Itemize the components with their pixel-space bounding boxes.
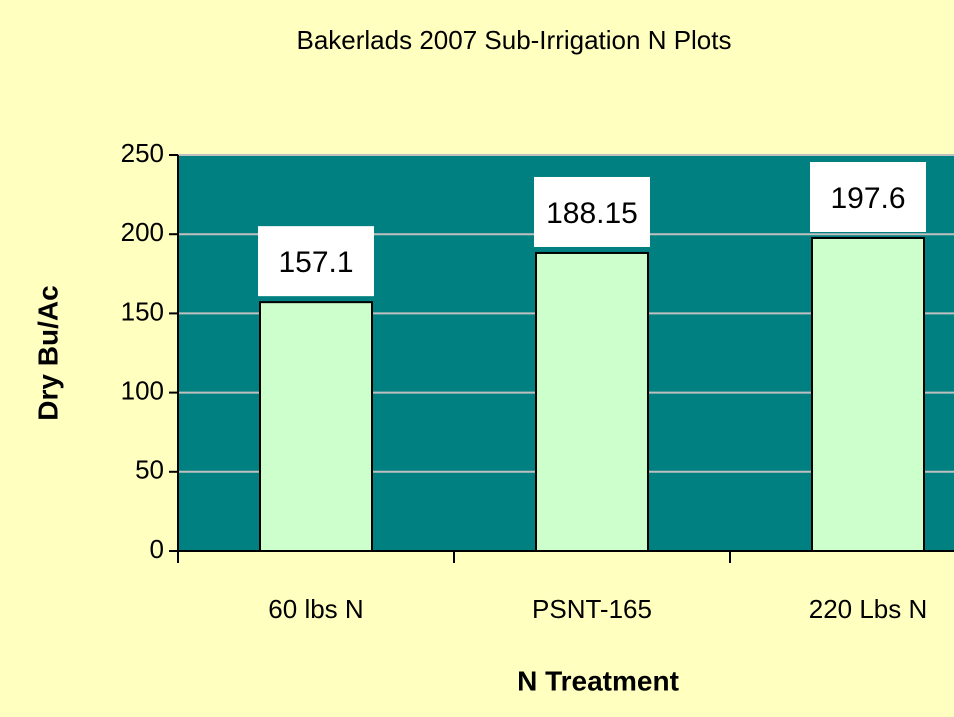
x-tick-label: 220 Lbs N: [809, 594, 928, 624]
y-axis-title: Dry Bu/Ac: [32, 285, 63, 420]
data-label: 197.6: [830, 182, 905, 215]
x-tick-label: 60 lbs N: [268, 594, 363, 624]
bar: [811, 237, 925, 553]
x-tick-label: PSNT-165: [532, 594, 652, 624]
data-label: 188.15: [546, 197, 638, 230]
y-tick-label: 50: [135, 455, 164, 485]
data-label-box: [534, 176, 650, 247]
y-tick-label: 150: [121, 296, 164, 326]
bar: [259, 301, 373, 552]
y-tick-label: 200: [121, 217, 164, 247]
y-tick-label: 0: [150, 534, 164, 564]
data-label-box: [258, 226, 374, 297]
bar: [535, 251, 649, 552]
chart-title: Bakerlads 2007 Sub-Irrigation N Plots: [296, 25, 731, 55]
data-label: 157.1: [278, 246, 353, 279]
y-tick-label: 250: [121, 138, 164, 168]
y-tick-label: 100: [121, 375, 164, 405]
x-axis-title: N Treatment: [517, 665, 679, 696]
data-label-box: [810, 162, 926, 233]
